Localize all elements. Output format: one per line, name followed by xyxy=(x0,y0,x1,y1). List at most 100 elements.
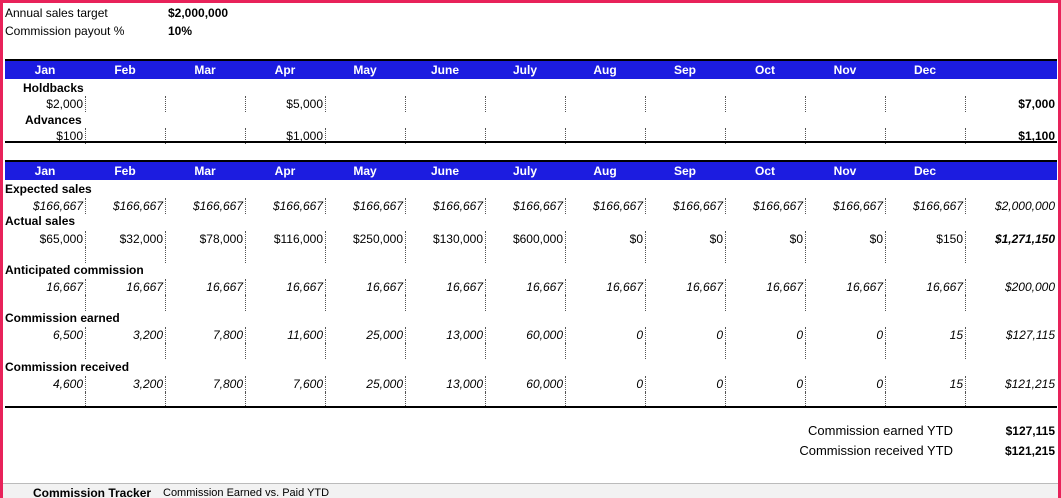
sheet-tabs: Commission Tracker Commission Earned vs. … xyxy=(3,483,1058,498)
cell xyxy=(725,128,806,144)
cell xyxy=(805,96,886,112)
cell: 0 xyxy=(725,327,806,343)
month-label: Dec xyxy=(913,63,936,77)
sheet-tab[interactable]: Commission Tracker xyxy=(33,486,152,498)
cell-border xyxy=(885,295,966,311)
row-total: $127,115 xyxy=(1005,328,1055,342)
cell-border xyxy=(565,343,646,359)
row-total: $2,000,000 xyxy=(994,199,1055,213)
cell-border xyxy=(805,295,886,311)
cell: $150 xyxy=(885,231,966,247)
cell-border xyxy=(485,247,566,263)
cell: $166,667 xyxy=(725,198,806,214)
cell: $32,000 xyxy=(85,231,166,247)
month-label: Nov xyxy=(833,63,857,77)
cell: 6,500 xyxy=(5,327,86,343)
sheet-tab[interactable]: Commission Earned vs. Paid YTD xyxy=(163,487,330,498)
cell xyxy=(885,96,966,112)
cell: 16,667 xyxy=(85,279,166,295)
row-total: $1,271,150 xyxy=(994,232,1055,246)
cell xyxy=(85,96,166,112)
cell: $0 xyxy=(725,231,806,247)
month-label: Aug xyxy=(593,63,617,77)
cell-border xyxy=(805,392,886,408)
month-label: Sep xyxy=(673,164,696,178)
cell: $2,000 xyxy=(5,96,86,112)
cell: $0 xyxy=(645,231,726,247)
cell: 0 xyxy=(805,376,886,392)
cell xyxy=(405,128,486,144)
cell: $1,000 xyxy=(245,128,326,144)
month-label: May xyxy=(353,63,377,77)
cell-border xyxy=(565,392,646,408)
cell-border xyxy=(645,343,726,359)
cell: 0 xyxy=(565,327,646,343)
cell-border xyxy=(5,295,86,311)
cell: 60,000 xyxy=(485,376,566,392)
cell-border xyxy=(645,295,726,311)
summary-label: Commission received YTD xyxy=(799,443,953,458)
cell xyxy=(325,96,406,112)
cell: 16,667 xyxy=(325,279,406,295)
cell: 16,667 xyxy=(165,279,246,295)
rule xyxy=(5,141,1057,143)
cell-border xyxy=(325,295,406,311)
cell: $116,000 xyxy=(245,231,326,247)
cell: 16,667 xyxy=(485,279,566,295)
cell-border xyxy=(165,247,246,263)
cell-border xyxy=(485,295,566,311)
cell-border xyxy=(325,247,406,263)
cell-border xyxy=(5,392,86,408)
cell-border xyxy=(245,392,326,408)
row-label: Commission received xyxy=(5,360,130,374)
cell: 25,000 xyxy=(325,327,406,343)
setting-value: $2,000,000 xyxy=(168,6,229,20)
row-total: $7,000 xyxy=(1018,97,1055,111)
cell: 15 xyxy=(885,376,966,392)
rule xyxy=(5,406,1057,408)
cell-border xyxy=(245,343,326,359)
cell: $0 xyxy=(805,231,886,247)
month-label: June xyxy=(430,164,459,178)
cell xyxy=(885,128,966,144)
cell: $166,667 xyxy=(245,198,326,214)
cell: 0 xyxy=(645,327,726,343)
cell: 7,800 xyxy=(165,376,246,392)
cell: $166,667 xyxy=(565,198,646,214)
cell-border xyxy=(725,392,806,408)
cell-border xyxy=(165,343,246,359)
cell: 60,000 xyxy=(485,327,566,343)
cell xyxy=(485,96,566,112)
cell-border xyxy=(85,247,166,263)
cell xyxy=(165,96,246,112)
cell-border xyxy=(645,247,726,263)
cell-border xyxy=(245,295,326,311)
month-label: Nov xyxy=(833,164,857,178)
cell xyxy=(645,128,726,144)
cell-border xyxy=(565,295,646,311)
row-label: Actual sales xyxy=(5,214,76,228)
cell: $600,000 xyxy=(485,231,566,247)
cell-border xyxy=(885,392,966,408)
cell-border xyxy=(725,295,806,311)
cell xyxy=(805,128,886,144)
summary-label: Commission earned YTD xyxy=(808,423,953,438)
cell: 11,600 xyxy=(245,327,326,343)
cell-border xyxy=(645,392,726,408)
month-header: Jan Feb Mar Apr May June July Aug Sep Oct Nov Dec xyxy=(5,160,1057,180)
cell: $166,667 xyxy=(405,198,486,214)
cell: 7,600 xyxy=(245,376,326,392)
month-label: June xyxy=(430,63,459,77)
month-label: May xyxy=(353,164,377,178)
cell: $166,667 xyxy=(645,198,726,214)
cell: 0 xyxy=(805,327,886,343)
cell: 16,667 xyxy=(725,279,806,295)
row-total: $121,215 xyxy=(1004,377,1055,391)
cell-border xyxy=(805,247,886,263)
cell: 7,800 xyxy=(165,327,246,343)
cell-border xyxy=(5,343,86,359)
cell xyxy=(565,96,646,112)
cell: 25,000 xyxy=(325,376,406,392)
cell-border xyxy=(85,295,166,311)
cell-border xyxy=(325,392,406,408)
